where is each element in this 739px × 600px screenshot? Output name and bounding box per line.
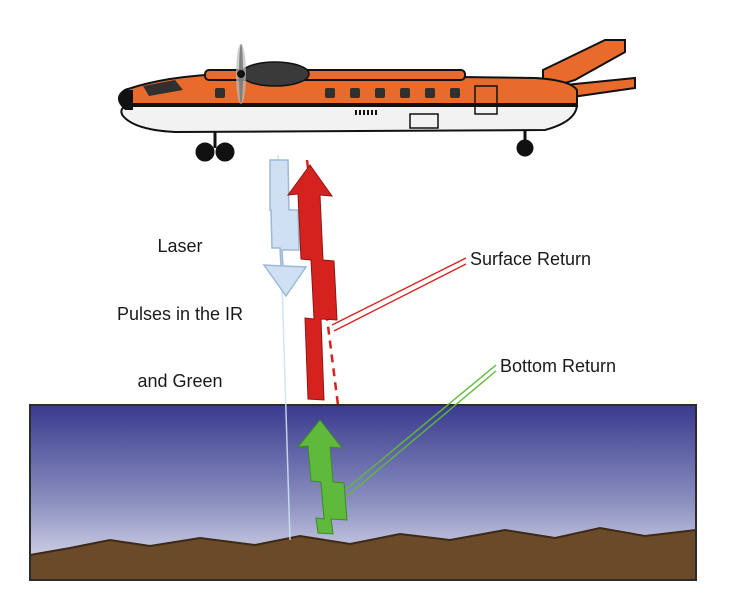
label-surface-return: Surface Return <box>470 248 591 271</box>
label-laser-line1: Laser <box>100 235 260 258</box>
surface-callout-lines <box>332 258 466 331</box>
label-laser-line2: Pulses in the IR <box>100 303 260 326</box>
label-laser: Laser Pulses in the IR and Green <box>100 190 260 438</box>
label-bottom-return: Bottom Return <box>500 355 616 378</box>
aircraft <box>118 40 635 160</box>
diagram-stage: Laser Pulses in the IR and Green Surface… <box>0 0 739 600</box>
label-laser-line3: and Green <box>100 370 260 393</box>
